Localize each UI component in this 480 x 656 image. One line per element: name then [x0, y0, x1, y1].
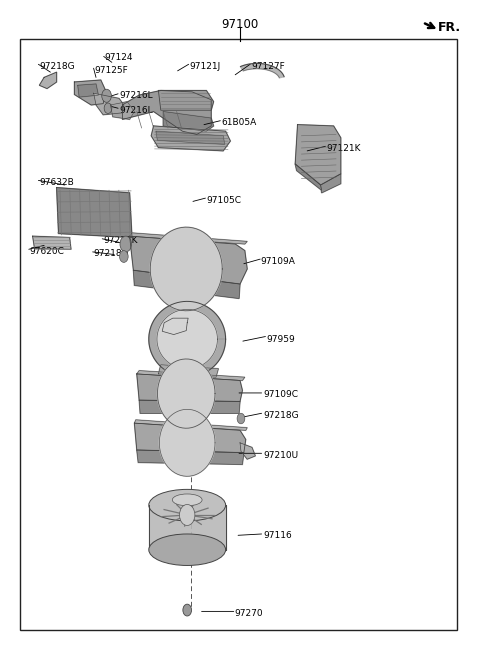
- Text: 97620C: 97620C: [30, 247, 65, 256]
- Polygon shape: [74, 80, 106, 105]
- Text: 97959: 97959: [266, 335, 295, 344]
- Polygon shape: [159, 409, 215, 476]
- Circle shape: [120, 251, 128, 262]
- Circle shape: [183, 604, 192, 616]
- Polygon shape: [149, 301, 226, 377]
- Polygon shape: [130, 236, 247, 284]
- Text: 97218G: 97218G: [94, 249, 129, 258]
- Polygon shape: [295, 164, 322, 190]
- Polygon shape: [94, 93, 124, 115]
- Text: 97109C: 97109C: [263, 390, 298, 400]
- Text: 97124: 97124: [105, 53, 133, 62]
- Text: 61B05A: 61B05A: [221, 118, 256, 127]
- Text: 97100: 97100: [221, 18, 259, 31]
- Polygon shape: [137, 374, 242, 401]
- Ellipse shape: [172, 494, 202, 506]
- Text: 97121J: 97121J: [190, 62, 221, 71]
- Ellipse shape: [149, 489, 226, 521]
- Text: 97270: 97270: [235, 609, 264, 618]
- Text: 97210U: 97210U: [263, 451, 298, 460]
- Text: FR.: FR.: [438, 21, 461, 34]
- Text: 97216L: 97216L: [119, 106, 153, 115]
- Circle shape: [180, 504, 195, 525]
- Polygon shape: [158, 365, 218, 377]
- Polygon shape: [57, 188, 132, 237]
- Polygon shape: [149, 505, 226, 550]
- Polygon shape: [137, 371, 245, 380]
- Polygon shape: [151, 126, 230, 151]
- Polygon shape: [78, 84, 98, 97]
- Ellipse shape: [149, 534, 226, 565]
- Text: 97125F: 97125F: [95, 66, 128, 75]
- Polygon shape: [122, 91, 211, 134]
- Polygon shape: [295, 125, 341, 185]
- Polygon shape: [110, 102, 134, 119]
- Polygon shape: [240, 443, 255, 459]
- Circle shape: [120, 236, 132, 252]
- Polygon shape: [240, 64, 284, 78]
- Polygon shape: [163, 112, 214, 131]
- Text: 97218G: 97218G: [263, 411, 299, 420]
- Polygon shape: [137, 450, 244, 464]
- Text: 97109A: 97109A: [260, 257, 295, 266]
- Text: 97116: 97116: [263, 531, 292, 541]
- Text: 97105C: 97105C: [206, 195, 241, 205]
- Polygon shape: [162, 318, 188, 335]
- Polygon shape: [134, 420, 247, 430]
- Circle shape: [104, 103, 112, 113]
- Polygon shape: [157, 359, 215, 428]
- Polygon shape: [158, 91, 214, 110]
- Polygon shape: [321, 174, 341, 193]
- Circle shape: [237, 413, 245, 424]
- Polygon shape: [33, 236, 71, 249]
- Polygon shape: [150, 227, 222, 311]
- Text: 97218G: 97218G: [39, 62, 75, 71]
- Text: 97121K: 97121K: [326, 144, 361, 154]
- Polygon shape: [133, 270, 240, 298]
- Text: 97632B: 97632B: [39, 178, 74, 187]
- Polygon shape: [134, 423, 246, 453]
- Polygon shape: [130, 233, 247, 244]
- Polygon shape: [139, 400, 240, 413]
- Text: 97127F: 97127F: [251, 62, 285, 71]
- Polygon shape: [39, 72, 57, 89]
- Text: 97216L: 97216L: [119, 91, 153, 100]
- Polygon shape: [157, 310, 217, 369]
- Polygon shape: [156, 131, 225, 144]
- Circle shape: [102, 89, 111, 102]
- Text: 97235K: 97235K: [103, 236, 138, 245]
